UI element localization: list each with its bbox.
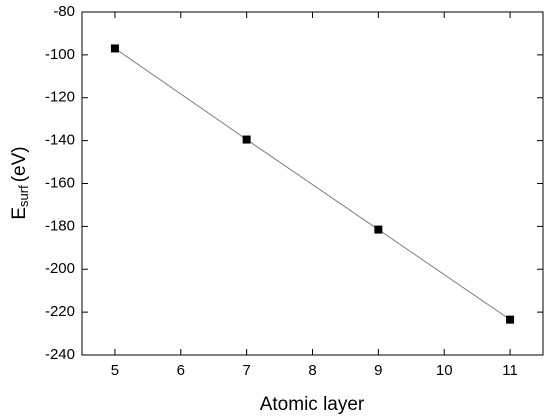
y-tick-label: -200 [45,260,75,277]
y-tick-label: -160 [45,174,75,191]
x-tick-label: 8 [308,362,316,379]
x-tick-label: 11 [502,362,518,379]
y-tick-label: -220 [45,303,75,320]
y-label-unit: (eV) [9,146,30,182]
y-tick-label: -240 [45,346,75,363]
plot-frame [81,11,544,356]
marker [506,315,515,324]
marker [110,44,119,53]
x-tick-label: 7 [242,362,250,379]
y-label-main: E [9,207,30,220]
series-line [114,48,511,321]
x-tick-label: 5 [111,362,119,379]
marker [242,135,251,144]
x-axis-label: Atomic layer [260,394,365,415]
y-axis-label: Esurf (eV) [9,146,31,219]
y-label-sub: surf [16,185,31,207]
y-tick-label: -80 [53,3,75,20]
x-tick-label: 6 [177,362,185,379]
x-tick-label: 9 [374,362,382,379]
y-tick-label: -180 [45,217,75,234]
x-tick-label: 10 [436,362,453,379]
y-tick-label: -120 [45,89,75,106]
y-tick-label: -140 [45,132,75,149]
y-tick-label: -100 [45,46,75,63]
marker [374,225,383,234]
